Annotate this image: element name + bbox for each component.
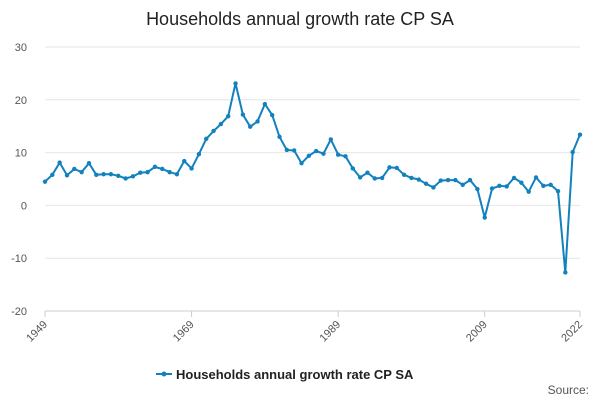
data-point-2010 [489,186,495,191]
legend[interactable]: Households annual growth rate CP SA [156,367,414,382]
data-point-1966 [167,169,172,175]
data-point-1977 [248,124,253,129]
y-tick-label--20: -20 [11,306,27,318]
data-point-2007 [467,177,473,183]
data-point-2018 [548,182,553,188]
data-point-1999 [409,175,414,181]
data-point-2002 [431,185,436,190]
data-point-1971 [204,136,209,142]
data-point-2021 [570,149,575,155]
data-point-1965 [160,166,165,172]
data-point-1970 [196,151,202,157]
data-point-1978 [255,119,260,124]
data-point-1958 [108,172,114,177]
data-point-1952 [64,173,70,178]
data-point-1986 [313,148,319,154]
x-tick-label-2022: 2022 [559,319,585,345]
source-label: Source: [548,383,589,397]
data-point-2001 [423,181,429,186]
data-point-2022 [577,132,583,137]
data-point-1964 [152,164,158,170]
data-point-1955 [86,160,92,166]
data-point-1995 [379,175,385,181]
data-point-2000 [416,177,421,182]
data-point-1996 [387,165,392,170]
data-point-1992 [357,175,363,180]
data-point-1989 [335,152,341,157]
data-point-2008 [475,186,480,192]
data-point-1991 [350,166,356,171]
data-point-2011 [497,183,502,189]
data-point-1997 [394,165,399,171]
data-point-1959 [116,173,121,179]
x-tick-label-1949: 1949 [24,319,50,345]
data-point-1951 [57,160,62,165]
series-layer [42,81,583,275]
data-point-1949 [42,179,48,184]
data-point-1972 [211,128,216,134]
data-point-1974 [226,113,231,119]
data-point-2013 [511,175,517,181]
data-point-1987 [321,151,326,156]
data-point-2017 [541,183,546,189]
data-point-1954 [79,169,84,175]
y-tick-label--10: -10 [11,253,27,265]
data-point-2019 [555,188,561,194]
data-point-1988 [328,137,334,142]
data-point-2009 [482,215,487,220]
data-point-1993 [365,170,370,175]
y-tick-label-0: 0 [21,200,27,212]
data-point-1979 [262,101,268,107]
data-point-1956 [94,172,99,177]
data-point-1953 [72,166,77,172]
data-point-1980 [269,112,275,118]
data-point-1957 [101,172,106,177]
data-point-1990 [343,154,348,159]
data-point-1968 [182,158,187,164]
data-point-1994 [372,176,377,181]
data-point-1967 [174,172,180,177]
data-point-1960 [123,176,128,181]
y-tick-label-30: 30 [15,42,27,54]
data-point-1984 [299,160,304,166]
data-point-2016 [533,175,539,180]
data-point-2003 [438,178,443,183]
legend-label: Households annual growth rate CP SA [176,367,414,382]
data-point-1961 [130,174,136,179]
data-point-2015 [526,189,531,194]
data-point-1985 [306,153,312,158]
data-point-1973 [218,121,224,127]
x-tick-label-1969: 1969 [171,319,197,345]
data-point-1982 [284,147,290,153]
x-tick-label-1989: 1989 [317,319,343,345]
data-point-1975 [233,81,238,86]
data-point-2020 [563,270,568,275]
y-tick-label-20: 20 [15,95,27,107]
data-point-1983 [291,148,297,153]
data-point-1962 [138,170,143,175]
data-point-2012 [504,184,509,189]
data-point-2005 [453,177,458,183]
data-point-2004 [445,177,451,183]
chart-title: Households annual growth rate CP SA [146,9,454,29]
data-point-2014 [519,180,524,185]
data-point-1998 [401,172,407,177]
data-point-1969 [189,166,194,171]
data-point-1963 [145,169,150,175]
data-point-1950 [50,172,55,177]
data-point-2006 [460,182,465,188]
legend-dot-marker [161,371,167,377]
data-point-1981 [277,134,282,139]
y-tick-label-10: 10 [15,148,27,160]
data-point-1976 [240,112,246,117]
x-tick-label-2009: 2009 [464,319,490,345]
